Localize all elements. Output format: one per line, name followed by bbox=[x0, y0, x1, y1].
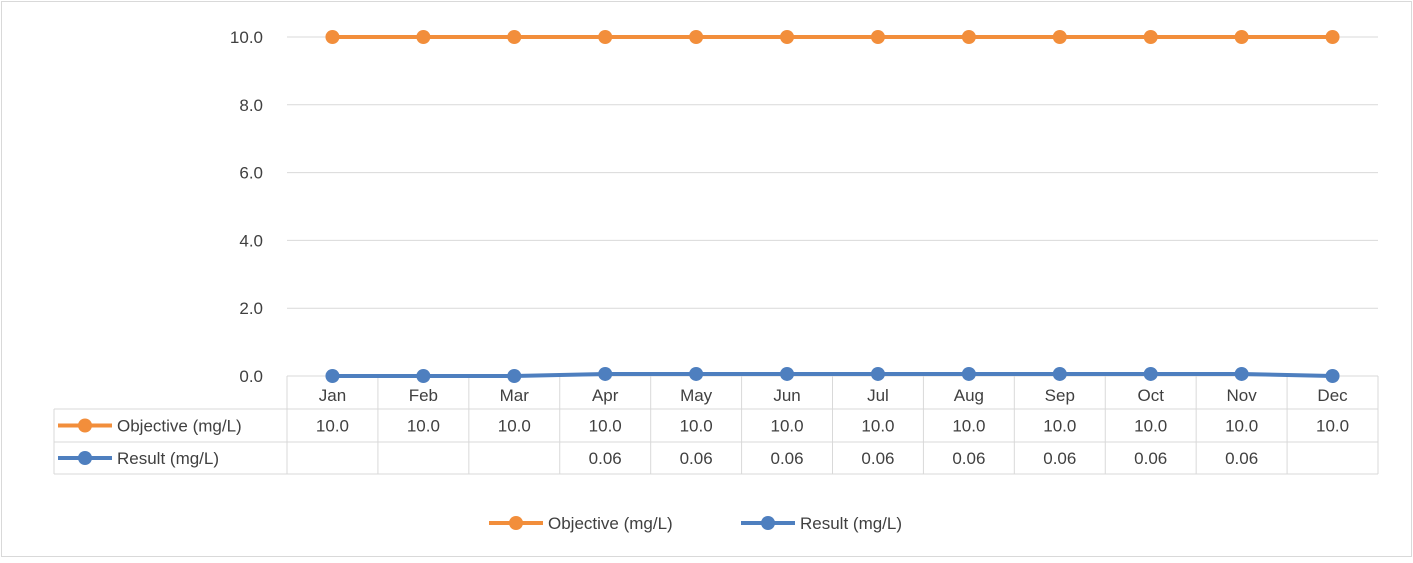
x-category-label: Sep bbox=[1045, 386, 1075, 405]
table-cell-value: 0.06 bbox=[770, 449, 803, 468]
table-cell-value: 0.06 bbox=[680, 449, 713, 468]
x-category-label: Dec bbox=[1317, 386, 1348, 405]
x-category-label: Apr bbox=[592, 386, 619, 405]
legend-key-marker bbox=[761, 516, 775, 530]
x-category-label: Feb bbox=[409, 386, 438, 405]
data-point bbox=[780, 366, 795, 381]
table-cell-value: 0.06 bbox=[861, 449, 894, 468]
table-series-name: Result (mg/L) bbox=[117, 449, 219, 468]
series-line-result bbox=[332, 371, 1333, 378]
data-point bbox=[1325, 30, 1340, 44]
y-tick-label: 4.0 bbox=[239, 231, 263, 250]
x-category-label: Jun bbox=[773, 386, 800, 405]
table-cell-value: 0.06 bbox=[1043, 449, 1076, 468]
data-point bbox=[325, 369, 340, 383]
x-category-label: Mar bbox=[500, 386, 530, 405]
legend-label: Result (mg/L) bbox=[800, 514, 902, 533]
table-series-name: Objective (mg/L) bbox=[117, 417, 242, 436]
data-point bbox=[1052, 30, 1067, 44]
y-tick-label: 10.0 bbox=[230, 28, 263, 47]
data-point bbox=[1052, 366, 1067, 381]
data-point bbox=[1234, 366, 1249, 381]
data-point bbox=[1143, 366, 1158, 381]
y-tick-label: 0.0 bbox=[239, 367, 263, 386]
table-cell-value: 10.0 bbox=[770, 417, 803, 436]
x-category-label: Oct bbox=[1137, 386, 1164, 405]
table-cell-value: 0.06 bbox=[589, 449, 622, 468]
series bbox=[325, 30, 1340, 383]
x-category-label: Jan bbox=[319, 386, 346, 405]
data-table: Jan Feb Mar Apr May Jun Jul Aug Sep Oct Nov Dec Obje… bbox=[53, 375, 1379, 475]
x-category-label: Jul bbox=[867, 386, 889, 405]
data-point bbox=[1143, 30, 1158, 44]
table-cell-value: 10.0 bbox=[407, 417, 440, 436]
table-cell-value: 10.0 bbox=[498, 417, 531, 436]
data-point bbox=[416, 30, 431, 44]
data-point bbox=[780, 30, 795, 44]
table-cell-value: 10.0 bbox=[1043, 417, 1076, 436]
y-tick-label: 8.0 bbox=[239, 96, 263, 115]
table-cell-value: 10.0 bbox=[1316, 417, 1349, 436]
data-point bbox=[870, 30, 885, 44]
table-series-key-marker bbox=[78, 451, 92, 465]
table-cell-value: 0.06 bbox=[1134, 449, 1167, 468]
data-point bbox=[598, 366, 613, 381]
x-category-label: Nov bbox=[1227, 386, 1258, 405]
data-point bbox=[870, 366, 885, 381]
legend-key-marker bbox=[509, 516, 523, 530]
x-category-label: May bbox=[680, 386, 713, 405]
table-series-key-marker bbox=[78, 418, 92, 433]
data-point bbox=[507, 30, 522, 44]
data-point bbox=[689, 30, 704, 44]
table-cell-value: 0.06 bbox=[952, 449, 985, 468]
table-cell-value: 0.06 bbox=[1225, 449, 1258, 468]
data-point bbox=[1325, 369, 1340, 383]
data-point bbox=[598, 30, 613, 44]
y-axis-ticks: 0.0 2.0 4.0 6.0 8.0 10.0 bbox=[230, 28, 263, 386]
data-point bbox=[507, 369, 522, 383]
data-point bbox=[416, 369, 431, 383]
data-point bbox=[1234, 30, 1249, 44]
table-cell-value: 10.0 bbox=[1134, 417, 1167, 436]
data-point bbox=[689, 366, 704, 381]
table-cell-value: 10.0 bbox=[316, 417, 349, 436]
table-cell-value: 10.0 bbox=[861, 417, 894, 436]
x-category-label: Aug bbox=[954, 386, 984, 405]
table-cell-value: 10.0 bbox=[1225, 417, 1258, 436]
data-point bbox=[325, 30, 340, 44]
table-cell-value: 10.0 bbox=[589, 417, 622, 436]
table-cell-value: 10.0 bbox=[680, 417, 713, 436]
data-point bbox=[961, 366, 976, 381]
data-point bbox=[961, 30, 976, 44]
legend: Objective (mg/L) Result (mg/L) bbox=[489, 514, 902, 533]
y-tick-label: 6.0 bbox=[239, 164, 263, 183]
table-cell-value: 10.0 bbox=[952, 417, 985, 436]
y-tick-label: 2.0 bbox=[239, 299, 263, 318]
legend-label: Objective (mg/L) bbox=[548, 514, 673, 533]
